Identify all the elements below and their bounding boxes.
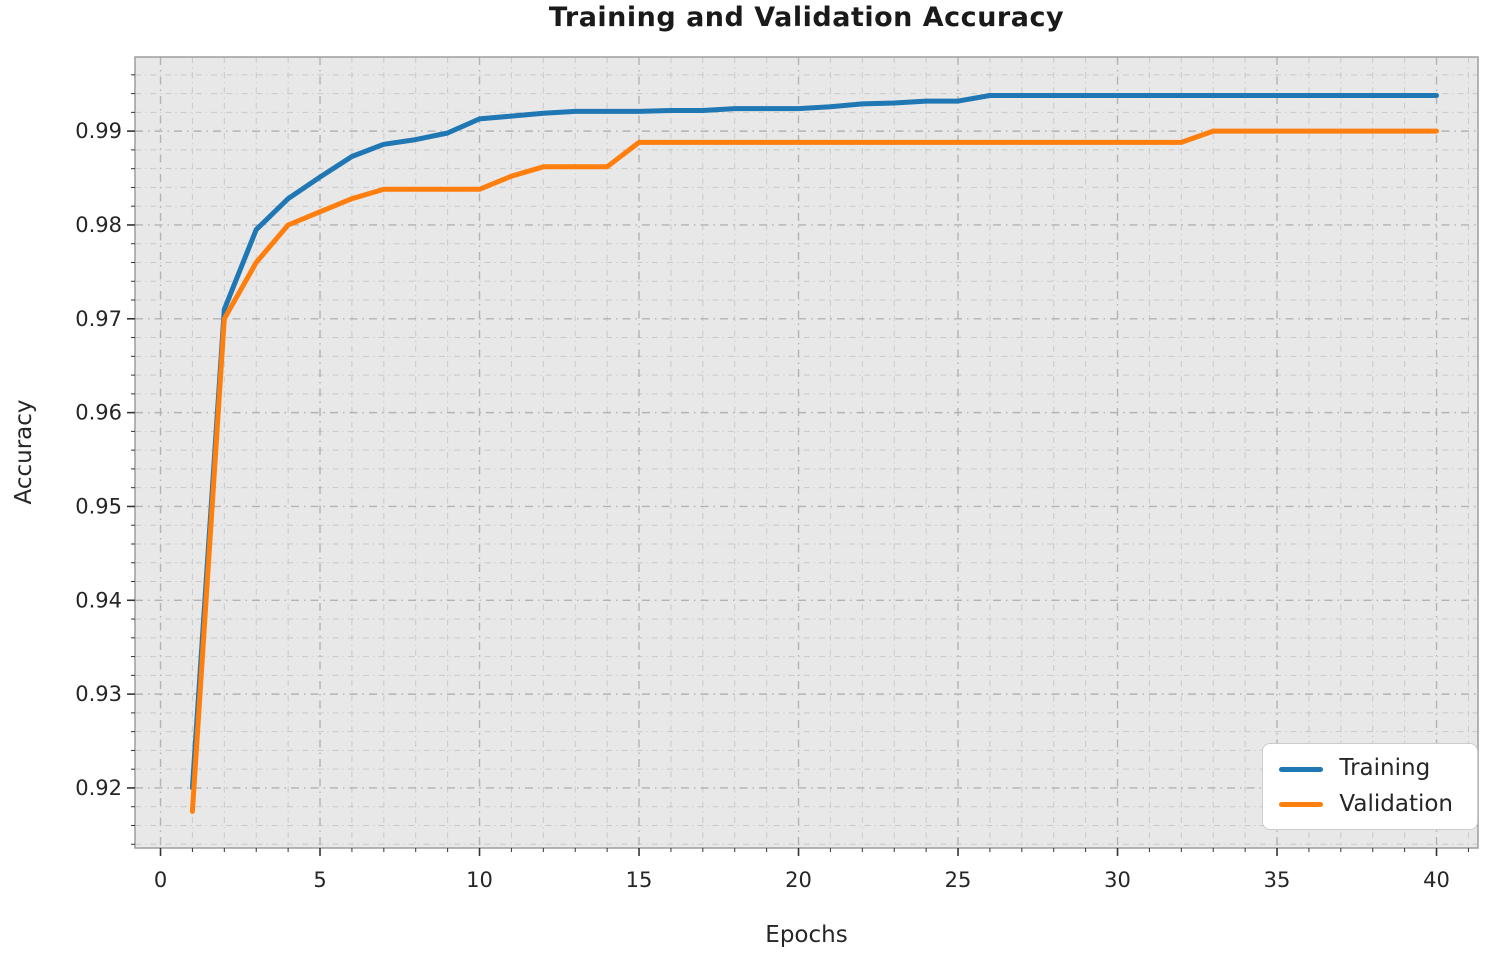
svg-text:0.94: 0.94	[75, 588, 122, 612]
y-axis-label: Accuracy	[11, 399, 37, 505]
svg-text:10: 10	[466, 868, 493, 892]
training-line-swatch	[1279, 766, 1324, 772]
svg-text:0: 0	[154, 868, 167, 892]
x-axis-label: Epochs	[765, 922, 848, 948]
chart-title: Training and Validation Accuracy	[548, 2, 1065, 33]
svg-text:35: 35	[1264, 868, 1291, 892]
svg-text:0.95: 0.95	[75, 494, 122, 518]
legend-label-validation: Validation	[1339, 790, 1453, 817]
validation-line-swatch	[1279, 801, 1324, 807]
svg-text:0.98: 0.98	[75, 213, 122, 237]
svg-text:15: 15	[626, 868, 653, 892]
legend: Training Validation	[1262, 743, 1478, 830]
svg-text:0.92: 0.92	[75, 776, 122, 800]
svg-text:20: 20	[785, 868, 812, 892]
svg-text:25: 25	[945, 868, 972, 892]
legend-label-training: Training	[1339, 755, 1431, 782]
svg-text:0.93: 0.93	[75, 682, 122, 706]
svg-text:30: 30	[1104, 868, 1131, 892]
legend-item-training: Training	[1279, 756, 1453, 781]
legend-item-validation: Validation	[1279, 790, 1453, 817]
svg-text:0.99: 0.99	[75, 119, 122, 143]
svg-text:40: 40	[1423, 868, 1450, 892]
svg-text:5: 5	[313, 868, 326, 892]
svg-text:0.97: 0.97	[75, 307, 122, 331]
svg-text:0.96: 0.96	[75, 401, 122, 425]
